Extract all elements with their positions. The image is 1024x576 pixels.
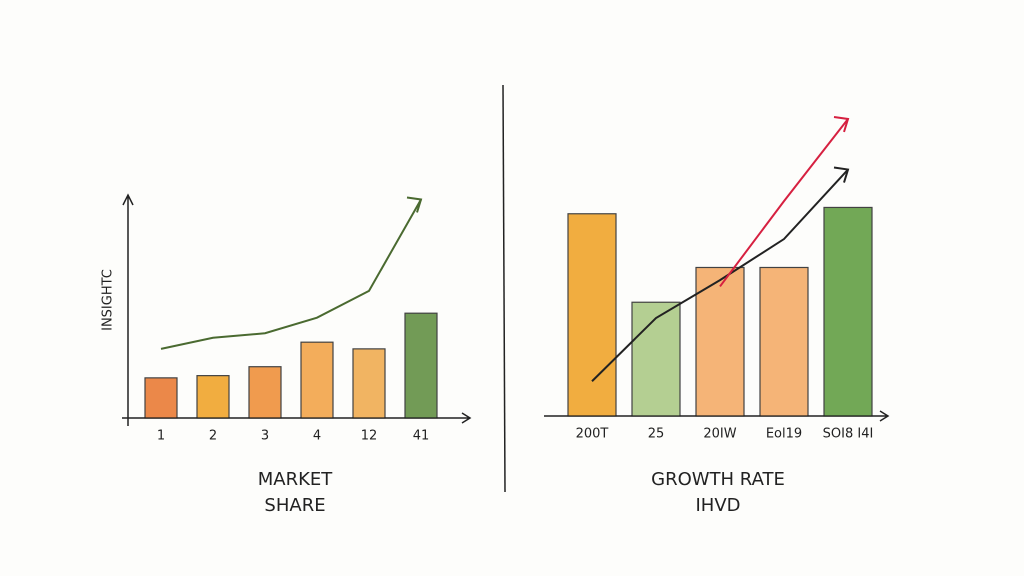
- chart-title: GROWTH RATE: [651, 469, 785, 490]
- bar: [144, 377, 178, 419]
- arrow-head: [833, 115, 850, 133]
- bar: [823, 206, 873, 417]
- y-axis: [122, 193, 134, 426]
- bar: [631, 301, 681, 417]
- x-tick-label: 12: [361, 429, 378, 444]
- x-tick-label: 4: [313, 429, 321, 444]
- chart-title: SHARE: [264, 495, 325, 516]
- bar: [352, 348, 386, 419]
- x-tick-label: SOI8 I4I: [823, 427, 874, 442]
- chart-title: MARKET: [258, 469, 334, 490]
- bar: [759, 266, 809, 417]
- x-tick-label: 2: [209, 429, 217, 444]
- x-tick-label: 41: [413, 429, 430, 444]
- x-tick-label: 3: [261, 429, 269, 444]
- trend-line: [160, 198, 422, 350]
- bar: [196, 375, 230, 419]
- bar: [404, 312, 438, 419]
- trend-line: [591, 168, 849, 382]
- bar: [695, 266, 745, 417]
- trend-line: [719, 118, 849, 288]
- x-tick-label: 25: [648, 427, 665, 442]
- arrow-head: [833, 166, 850, 183]
- chart-title: IHVD: [695, 495, 740, 516]
- x-tick-label: Eol19: [766, 427, 802, 442]
- bar: [567, 213, 617, 417]
- arrow-head: [406, 196, 423, 213]
- x-tick-label: 200T: [576, 427, 609, 442]
- y-axis-label: INSIGHTC: [101, 269, 116, 331]
- divider: [502, 84, 506, 493]
- x-tick-label: 20IW: [703, 427, 736, 442]
- x-tick-label: 1: [157, 429, 165, 444]
- bar: [300, 341, 334, 419]
- bar: [248, 366, 282, 419]
